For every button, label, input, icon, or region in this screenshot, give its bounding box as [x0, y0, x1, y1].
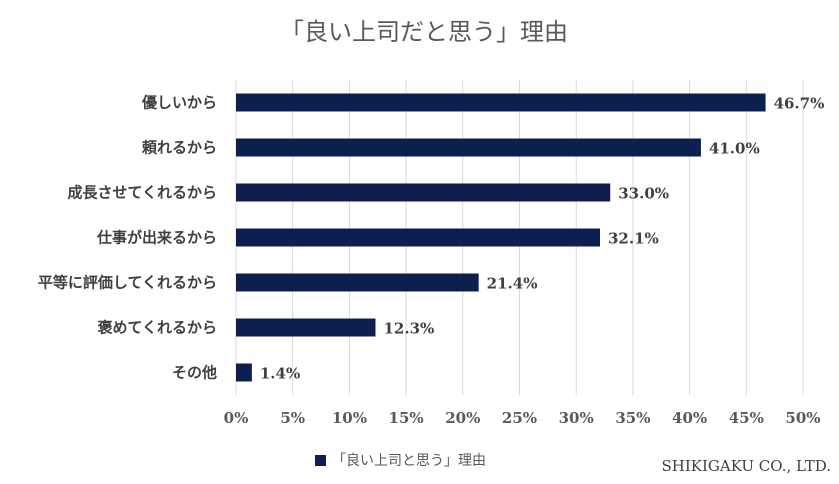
- bar: [236, 138, 701, 157]
- x-tick-label: 45%: [729, 409, 764, 427]
- x-tick-label: 50%: [785, 409, 820, 427]
- data-label: 46.7%: [774, 95, 825, 113]
- category-labels: 優しいから頼れるから成長させてくれるから仕事が出来るから平等に評価してくれるから…: [38, 94, 217, 382]
- x-tick-label: 35%: [615, 409, 650, 427]
- x-tick-label: 30%: [559, 409, 594, 427]
- legend-label: 「良い上司と思う」理由: [332, 453, 486, 469]
- bar: [236, 318, 376, 337]
- data-label: 41.0%: [709, 140, 760, 158]
- bar: [236, 183, 611, 202]
- category-label: その他: [172, 364, 217, 382]
- bars: [236, 93, 766, 382]
- category-label: 頼れるから: [141, 139, 217, 157]
- category-label: 褒めてくれるから: [96, 319, 217, 337]
- data-label: 33.0%: [618, 185, 669, 203]
- data-label: 1.4%: [260, 365, 300, 383]
- x-tick-label: 0%: [224, 409, 249, 427]
- x-tick-label: 40%: [672, 409, 707, 427]
- category-label: 平等に評価してくれるから: [38, 274, 217, 292]
- data-label: 12.3%: [383, 320, 434, 338]
- category-label: 優しいから: [141, 94, 217, 112]
- data-labels: 46.7% 41.0% 33.0% 32.1% 21.4% 12.3% 1.4%: [260, 95, 824, 383]
- x-tick-label: 20%: [445, 409, 480, 427]
- x-tick-label: 15%: [389, 409, 424, 427]
- legend-swatch: [315, 455, 326, 466]
- legend: 「良い上司と思う」理由: [315, 453, 486, 469]
- x-tick-label: 10%: [332, 409, 367, 427]
- data-label: 32.1%: [608, 230, 659, 248]
- chart-title: 「良い上司だと思う」理由: [280, 18, 568, 46]
- bar: [236, 228, 601, 247]
- x-tick-label: 5%: [280, 409, 305, 427]
- bar: [236, 363, 252, 382]
- bar: [236, 273, 479, 292]
- x-tick-label: 25%: [502, 409, 537, 427]
- bar: [236, 93, 766, 112]
- category-label: 成長させてくれるから: [67, 184, 217, 202]
- x-tick-labels: 0% 5% 10% 15% 20% 25% 30% 35% 40% 45% 50%: [224, 409, 821, 427]
- company-name: SHIKIGAKU CO., LTD.: [661, 457, 831, 475]
- data-label: 21.4%: [487, 275, 538, 293]
- category-label: 仕事が出来るから: [96, 229, 217, 247]
